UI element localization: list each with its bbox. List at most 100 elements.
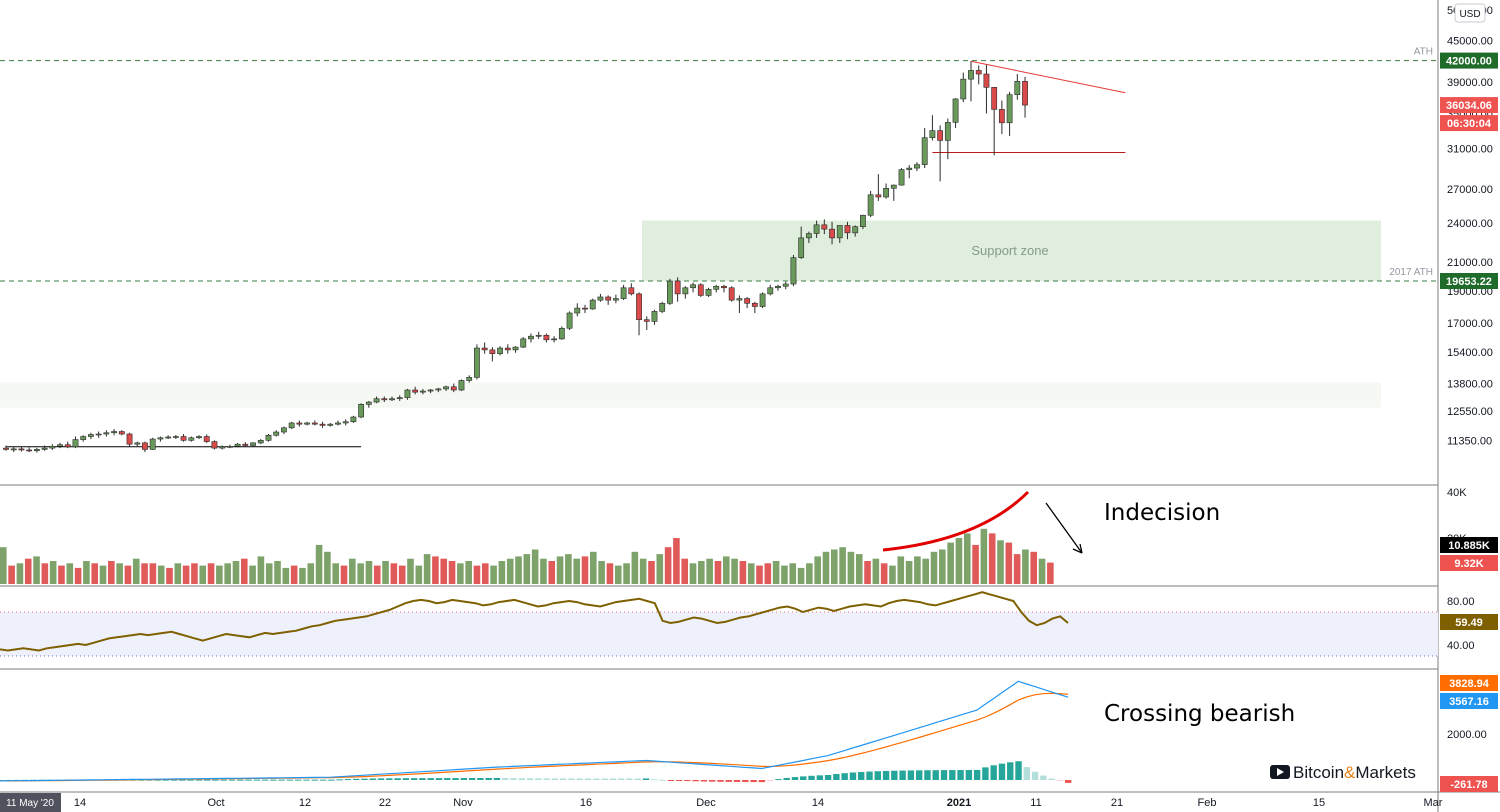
macd-histogram-bar — [1031, 771, 1039, 780]
price-tick-label: 31000.00 — [1447, 144, 1493, 156]
candle — [288, 421, 295, 430]
candle — [821, 219, 828, 235]
candle-body — [342, 421, 349, 424]
macd-histogram-bar — [328, 779, 335, 781]
candle-body — [713, 285, 720, 290]
candle — [3, 445, 9, 451]
candle-body — [10, 448, 17, 451]
candle — [558, 326, 565, 340]
volume-bar — [540, 558, 547, 584]
candle-body — [589, 299, 596, 310]
volume-bar — [548, 561, 556, 584]
volume-bar — [656, 554, 664, 584]
candlestick-series — [3, 61, 1028, 453]
bar-countdown-tag: 06:30:04 — [1440, 115, 1498, 132]
volume-bar — [747, 563, 755, 584]
candle-body — [751, 302, 758, 307]
macd-histogram-bar — [849, 772, 857, 780]
volume-bar — [772, 561, 780, 584]
candle — [412, 386, 419, 395]
volume-bar — [639, 558, 647, 584]
candle-body — [226, 445, 233, 448]
candle-body — [311, 422, 318, 425]
volume-sma-tag: 10.885K — [1440, 537, 1498, 553]
volume-bar — [83, 561, 90, 584]
candle-body — [142, 442, 148, 450]
svg-text:42000.00: 42000.00 — [1446, 56, 1492, 68]
candle-body — [281, 427, 287, 433]
volume-last-tag: 9.32K — [1440, 555, 1498, 571]
time-tick-label: 2021 — [947, 797, 971, 809]
candle-body — [188, 437, 195, 441]
candle — [952, 98, 959, 128]
candle — [705, 287, 712, 297]
candle-body — [157, 437, 164, 440]
macd-histogram-bar — [394, 778, 401, 780]
svg-text:19653.22: 19653.22 — [1446, 276, 1492, 288]
macd-hist-tag: -261.78 — [1440, 776, 1498, 792]
macd-signal-line — [0, 692, 1069, 782]
volume-bar — [357, 563, 364, 584]
macd-histogram-bar — [932, 770, 939, 780]
candle-body — [898, 169, 905, 186]
candle — [18, 446, 25, 452]
candle-body — [798, 237, 805, 258]
candle — [798, 226, 805, 260]
resistance-trendline — [970, 60, 1126, 94]
candle — [203, 434, 210, 443]
volume-bar — [448, 561, 456, 584]
volume-bar — [232, 561, 240, 584]
macd-pane — [0, 680, 1072, 783]
macd-histogram-bar — [386, 778, 393, 780]
volume-bar — [166, 567, 173, 584]
time-tick-label: Feb — [1198, 797, 1217, 809]
candle — [242, 442, 249, 447]
macd-histogram-bar — [766, 780, 774, 781]
candle-body — [983, 73, 990, 88]
candle — [813, 220, 820, 238]
indecision-arrow — [1045, 502, 1083, 554]
price-tick-label: 15400.00 — [1447, 347, 1493, 359]
macd-histogram-bar — [700, 780, 708, 782]
candle — [57, 442, 63, 449]
macd-tick-label: 2000.00 — [1447, 729, 1487, 741]
candle-body — [867, 194, 874, 216]
volume-bar — [132, 558, 140, 584]
candle-body — [435, 388, 442, 391]
price-tick-label: 12550.00 — [1447, 406, 1493, 418]
volume-bar — [481, 563, 489, 584]
candle — [643, 316, 650, 330]
candle — [427, 388, 434, 394]
candle-body — [3, 447, 9, 450]
svg-text:9.32K: 9.32K — [1454, 558, 1483, 570]
macd-histogram-bar — [295, 779, 302, 781]
candle-body — [33, 449, 40, 452]
volume-bar — [340, 565, 348, 584]
volume-bar — [681, 558, 689, 584]
macd-histogram-bar — [1048, 778, 1055, 780]
volume-bar — [191, 563, 198, 584]
candle — [188, 436, 195, 442]
last-price-tag: 36034.06 — [1440, 97, 1498, 114]
candle-body — [991, 87, 998, 110]
candle — [991, 87, 998, 156]
support-zone-label: Support zone — [971, 243, 1048, 258]
macd-histogram-bar — [808, 775, 815, 780]
candle-body — [95, 433, 102, 436]
currency-badge[interactable]: USD — [1454, 3, 1486, 23]
candle — [767, 284, 774, 296]
candle-body — [744, 298, 751, 304]
candle — [103, 430, 110, 437]
candle — [250, 442, 256, 447]
candle — [751, 301, 758, 314]
macd-histogram-bar — [435, 778, 443, 780]
volume-bar — [506, 558, 514, 584]
candle-body — [628, 287, 635, 295]
candle-body — [88, 434, 94, 437]
candle — [350, 415, 357, 423]
candle — [1006, 91, 1013, 136]
volume-bar — [1047, 562, 1054, 584]
volume-bar — [365, 561, 373, 584]
macd-histogram-bar — [278, 779, 285, 781]
candle-body — [836, 225, 843, 239]
